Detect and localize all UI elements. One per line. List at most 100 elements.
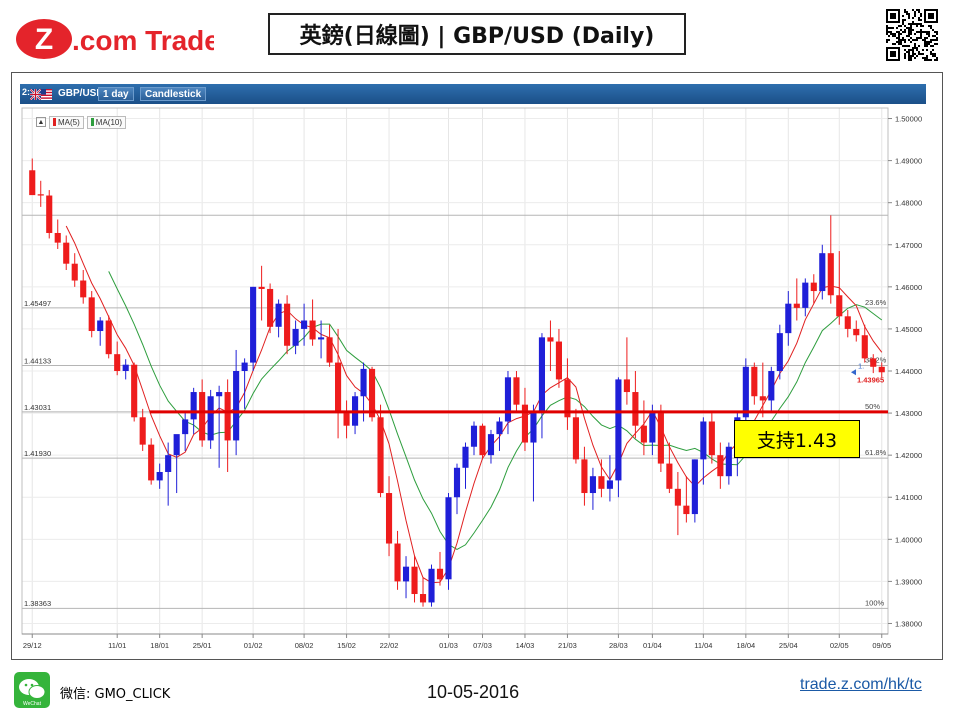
candle-body xyxy=(768,371,775,401)
ma5-legend[interactable]: MA(5) xyxy=(49,115,84,129)
candle-body xyxy=(80,280,87,298)
candle-body xyxy=(318,337,325,340)
candle-body xyxy=(292,328,299,346)
candle-body xyxy=(190,392,197,420)
candle-body xyxy=(148,444,155,481)
candle-body xyxy=(63,242,70,264)
x-tick-label: 11/01 xyxy=(108,641,126,650)
wechat-id: 微信: GMO_CLICK xyxy=(60,687,171,702)
candle-body xyxy=(632,392,639,426)
symbol-label[interactable]: GBP/USD xyxy=(58,88,104,99)
candle-body xyxy=(844,316,851,329)
left-level-label: 1.43031 xyxy=(24,403,51,412)
x-tick-label: 01/04 xyxy=(643,641,662,650)
candle-body xyxy=(547,337,554,342)
candle-body xyxy=(165,455,172,472)
left-level-label: 1.44133 xyxy=(24,356,51,365)
candle-body xyxy=(793,303,800,308)
candle-body xyxy=(199,392,206,441)
candle-body xyxy=(521,404,529,443)
ma10-legend[interactable]: MA(10) xyxy=(86,115,127,129)
collapse-toggle-icon[interactable]: ▲ xyxy=(36,117,46,127)
candle-body xyxy=(301,320,308,329)
y-tick-label: 1.45000 xyxy=(895,325,922,334)
report-date: 10-05-2016 xyxy=(427,682,520,702)
candle-body xyxy=(751,366,758,397)
y-tick-label: 1.41000 xyxy=(895,493,922,502)
support-callout: 支持1.43 xyxy=(734,420,860,458)
candle-body xyxy=(224,392,231,441)
candle-body xyxy=(606,480,613,489)
candle-body xyxy=(71,263,78,281)
x-tick-label: 22/02 xyxy=(380,641,399,650)
wechat-icon[interactable]: WeChat xyxy=(14,672,50,708)
candle-body xyxy=(29,170,36,196)
candle-body xyxy=(470,425,478,447)
website-link[interactable]: trade.z.com/hk/tc xyxy=(800,676,922,693)
candle-body xyxy=(462,446,469,468)
candle-body xyxy=(360,368,367,397)
candle-body xyxy=(487,434,495,456)
candle-body xyxy=(538,337,546,414)
x-tick-label: 09/05 xyxy=(872,641,891,650)
fib-label: 23.6% xyxy=(865,298,887,307)
last-price-label: 1.43965 xyxy=(857,375,884,384)
candle-body xyxy=(326,337,333,363)
candle-body xyxy=(717,455,724,477)
page-title: 英鎊(日線圖) | GBP/USD (Daily) xyxy=(268,13,686,55)
y-tick-label: 1.42000 xyxy=(895,451,922,460)
candle-body xyxy=(156,471,163,481)
window-number: 2: xyxy=(22,87,31,97)
x-tick-label: 25/04 xyxy=(779,641,798,650)
interval-button[interactable]: 1 day xyxy=(98,87,134,101)
y-tick-label: 1.39000 xyxy=(895,577,922,586)
candle-body xyxy=(88,297,95,332)
candle-body xyxy=(419,594,427,603)
candle-body xyxy=(54,232,61,243)
qr-code[interactable] xyxy=(886,9,938,61)
candle-body xyxy=(309,320,316,340)
left-level-label: 1.45497 xyxy=(24,299,51,308)
candle-body xyxy=(233,371,240,441)
candle-body xyxy=(759,396,766,401)
x-tick-label: 21/03 xyxy=(558,641,577,650)
candle-body xyxy=(377,417,384,494)
x-tick-label: 18/01 xyxy=(150,641,169,650)
zcom-trade-logo: Z .com Trade xyxy=(16,19,214,59)
candle-body xyxy=(97,320,104,332)
x-tick-label: 15/02 xyxy=(337,641,356,650)
candle-body xyxy=(402,566,410,582)
candle-body xyxy=(581,459,588,494)
candle-body xyxy=(131,364,138,418)
candle-body xyxy=(878,366,885,373)
candle-body xyxy=(776,333,783,371)
candle-body xyxy=(708,421,715,456)
candle-body xyxy=(700,421,707,460)
y-tick-label: 1.38000 xyxy=(895,619,922,628)
candle-body xyxy=(785,303,792,334)
left-level-label: 1.38363 xyxy=(24,599,51,608)
candle-body xyxy=(479,425,486,456)
candle-body xyxy=(564,379,571,418)
uk-us-flag-icon xyxy=(30,89,52,100)
chart-toolbar: 2: GBP/USD 1 day Candlestick xyxy=(20,84,926,104)
candle-body xyxy=(683,505,690,515)
candle-body xyxy=(640,425,647,443)
candle-body xyxy=(623,379,630,393)
svg-text:Z: Z xyxy=(35,23,53,56)
candle-body xyxy=(105,320,112,355)
last-price-partial: 1. xyxy=(858,361,864,370)
candle-body xyxy=(335,362,342,414)
last-price-marker xyxy=(851,369,856,376)
candle-body xyxy=(122,364,129,371)
candle-body xyxy=(284,303,291,346)
chart-style-button[interactable]: Candlestick xyxy=(140,87,207,101)
x-tick-label: 01/03 xyxy=(439,641,458,650)
ma5-label: MA(5) xyxy=(58,117,80,127)
candle-body xyxy=(250,286,257,363)
x-tick-label: 18/04 xyxy=(736,641,755,650)
candle-body xyxy=(139,417,146,445)
y-tick-label: 1.47000 xyxy=(895,241,922,250)
x-tick-label: 01/02 xyxy=(244,641,263,650)
x-tick-label: 07/03 xyxy=(473,641,492,650)
